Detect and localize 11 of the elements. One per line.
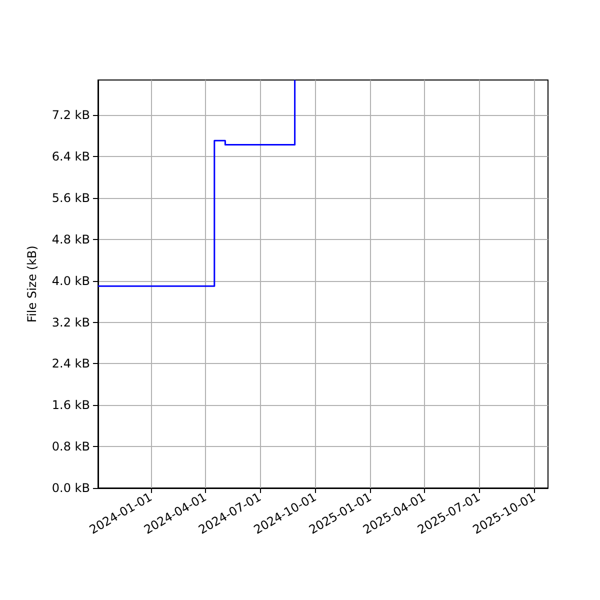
y-tick-label: 6.4 kB: [52, 150, 90, 164]
y-tick-label: 7.2 kB: [52, 108, 90, 122]
y-tick-label: 3.2 kB: [52, 315, 90, 330]
y-tick-label: 4.0 kB: [52, 274, 90, 288]
y-tick-label: 5.6 kB: [52, 191, 90, 206]
y-tick-label: 0.8 kB: [52, 440, 90, 454]
y-tick-label: 2.4 kB: [52, 356, 90, 371]
y-tick-label: 4.8 kB: [52, 232, 90, 246]
y-axis-title: File Size (kB): [25, 246, 39, 322]
y-tick-label: 1.6 kB: [52, 398, 90, 412]
y-tick-label: 0.0 kB: [52, 481, 90, 495]
